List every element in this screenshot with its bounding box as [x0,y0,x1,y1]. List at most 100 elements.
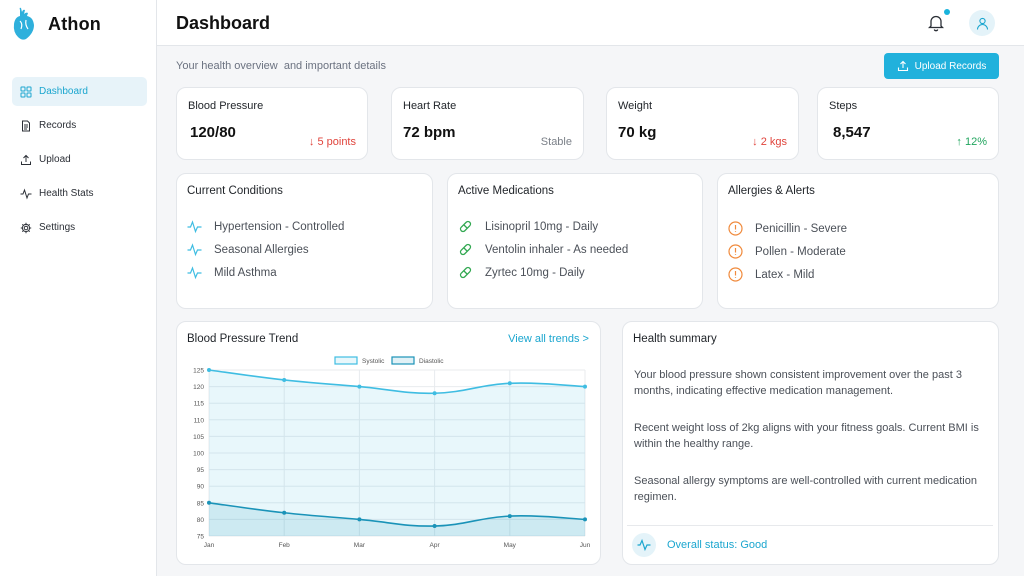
activity-icon [20,187,32,200]
pill-icon [458,219,473,234]
stat-value: 72 bpm [403,124,456,141]
sidebar-item-upload[interactable]: Upload [12,145,147,174]
medication-text: Lisinopril 10mg - Daily [485,220,599,233]
legend-label: Systolic [362,358,385,365]
avatar[interactable] [969,10,995,36]
sidebar-item-dashboard[interactable]: Dashboard [12,77,147,106]
upload-records-label: Upload Records [914,60,987,72]
series-line [208,502,586,527]
list-item: Mild Asthma [187,261,344,284]
upload-icon [897,60,908,72]
stat-label: Weight [618,100,653,112]
allergies-list: Penicillin - Severe Pollen - Moderate La… [728,217,847,286]
list-item: Latex - Mild [728,263,847,286]
sidebar-item-settings[interactable]: Settings [12,213,147,242]
condition-text: Seasonal Allergies [214,243,309,256]
bell-icon[interactable] [928,14,944,32]
allergies-alerts-card: Allergies & Alerts Penicillin - Severe P… [717,173,999,309]
activity-icon [632,533,656,557]
sidebar-nav: Dashboard Records Upload Health Stats Se… [12,77,147,247]
blood-pressure-chart: 75 80 85 90 95 100 105 110 115 120 125 Jan Feb Mar Apr… [193,356,591,549]
condition-text: Hypertension - Controlled [214,220,345,233]
y-tick-label: 95 [197,467,205,474]
x-tick-label: May [504,542,517,549]
conditions-list: Hypertension - Controlled Seasonal Aller… [187,215,344,284]
stat-label: Heart Rate [403,100,457,112]
current-conditions-card: Current Conditions Hypertension - Contro… [176,173,433,309]
series-area [209,502,585,536]
stat-card-heart-rate: Heart Rate 72 bpm Stable [391,87,584,160]
list-item: Hypertension - Controlled [187,215,344,238]
stat-change: ↓ 5 points [308,136,356,148]
list-item: Pollen - Moderate [728,240,847,263]
blood-pressure-trend-card: Blood Pressure Trend View all trends > 7… [176,321,601,565]
list-item: Penicillin - Severe [728,217,847,240]
stat-change: ↑ 12% [956,136,987,148]
view-all-trends-link[interactable]: View all trends > [508,333,589,345]
y-tick-label: 90 [197,484,205,491]
x-tick-label: Mar [354,542,366,549]
data-point [207,500,211,505]
stat-change: Stable [540,136,572,148]
upload-records-button[interactable]: Upload Records [884,53,999,79]
summary-paragraph: Your blood pressure shown consistent imp… [634,369,962,397]
sidebar-item-health-stats[interactable]: Health Stats [12,179,147,208]
card-title: Current Conditions [187,185,283,197]
top-bar: Dashboard [157,0,1024,46]
pill-icon [458,265,473,280]
data-point [432,391,437,396]
document-icon [20,120,32,132]
legend-swatch [334,356,358,365]
alert-circle-icon [728,221,743,236]
stat-value: 120/80 [190,124,236,141]
health-summary-card: Health summary Your blood pressure shown… [622,321,999,565]
overall-status: Overall status: Good [667,539,768,551]
summary-paragraph: Recent weight loss of 2kg aligns with yo… [634,422,979,450]
data-point [432,524,437,529]
app-name: Athon [48,13,101,34]
condition-text: Mild Asthma [214,266,277,279]
alert-circle-icon [728,244,743,259]
y-tick-label: 75 [197,534,205,541]
card-title: Health summary [633,333,717,345]
upload-icon [20,154,32,166]
y-tick-label: 80 [197,517,205,524]
list-item: Zyrtec 10mg - Daily [458,261,628,284]
data-point [282,510,287,515]
list-item: Ventolin inhaler - As needed [458,238,628,261]
sidebar: Athon Dashboard Records Upload Health St… [0,0,157,576]
brand[interactable]: Athon [12,7,101,41]
stat-card-blood-pressure: Blood Pressure 120/80 ↓ 5 points [176,87,368,160]
pill-icon [458,242,473,257]
stat-value: 8,547 [833,124,871,141]
y-tick-label: 120 [193,384,204,391]
sidebar-item-label: Dashboard [39,86,88,97]
sidebar-item-records[interactable]: Records [12,111,147,140]
stat-label: Steps [829,100,858,112]
medication-text: Zyrtec 10mg - Daily [485,266,585,279]
list-item: Seasonal Allergies [187,238,344,261]
data-point [357,517,362,522]
allergy-text: Penicillin - Severe [755,222,848,235]
data-point [207,368,211,372]
x-tick-label: Jan [204,542,215,549]
medications-list: Lisinopril 10mg - Daily Ventolin inhaler… [458,215,628,284]
notification-dot [944,9,950,15]
summary-paragraph: Seasonal allergy symptoms are well-contr… [634,475,977,503]
series-area [209,370,585,536]
data-point [507,514,512,519]
card-title: Blood Pressure Trend [187,333,299,345]
x-tick-label: Apr [430,542,441,549]
heart-logo-icon [13,7,34,40]
data-point [583,384,587,389]
grid-icon [20,86,32,98]
stat-card-steps: Steps 8,547 ↑ 12% [817,87,999,160]
series-line [208,369,586,395]
y-tick-label: 85 [197,500,205,507]
stat-label: Blood Pressure [188,100,264,112]
y-tick-label: 125 [193,368,204,375]
stat-card-weight: Weight 70 kg ↓ 2 kgs [606,87,799,160]
sidebar-item-label: Settings [39,222,76,233]
data-point [583,517,587,522]
activity-icon [187,242,202,257]
